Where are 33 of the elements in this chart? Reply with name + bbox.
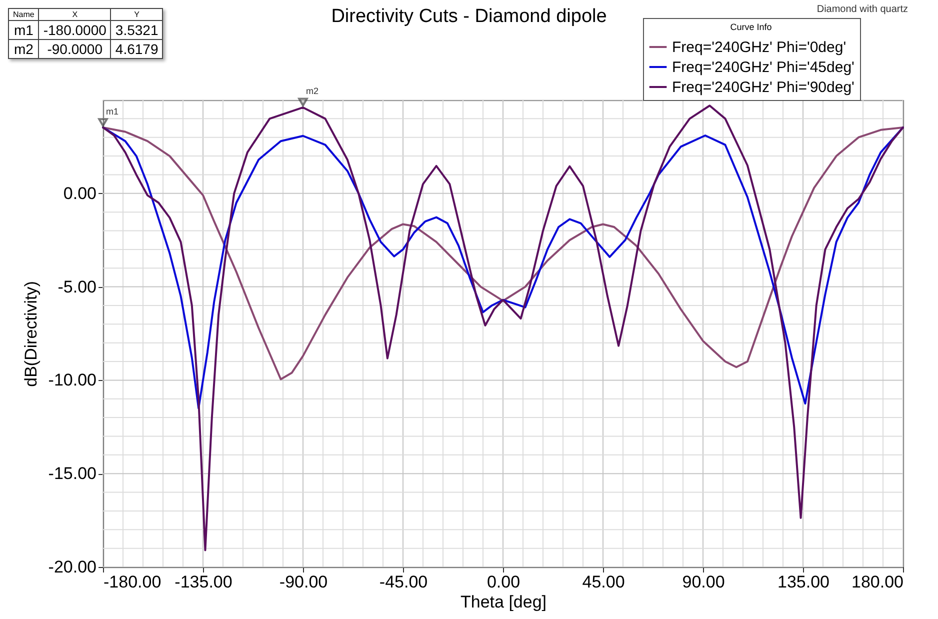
- x-tick-label: 180.00: [852, 572, 904, 592]
- text: m2: [8, 40, 39, 58]
- x-tick-label: -90.00: [279, 572, 328, 592]
- text: Y: [110, 8, 163, 20]
- y-tick-label: -15.00: [48, 464, 96, 484]
- legend-label: Freq='240GHz' Phi='90deg': [672, 79, 855, 96]
- text: -90.0000: [38, 40, 111, 58]
- y-tick-label: -10.00: [48, 370, 96, 390]
- x-tick-label: 0.00: [486, 572, 520, 592]
- text: m1: [8, 20, 39, 40]
- x-tick-label: -135.00: [174, 572, 232, 592]
- legend-title: Curve Info: [730, 22, 772, 32]
- legend-label: Freq='240GHz' Phi='0deg': [672, 39, 846, 56]
- y-axis-title: dB(Directivity): [21, 281, 40, 387]
- y-tick-label: 0.00: [63, 184, 96, 203]
- x-tick-label: -180.00: [104, 572, 162, 592]
- text: X: [38, 8, 111, 20]
- x-axis-title: Theta [deg]: [460, 592, 547, 612]
- x-tick-label: 90.00: [682, 572, 725, 592]
- text: -180.0000: [38, 20, 111, 40]
- text: 3.5321: [110, 20, 163, 40]
- annotation: m2: [306, 86, 319, 96]
- text: Diamond with quartz: [816, 4, 908, 15]
- chart-title: Directivity Cuts - Diamond dipole: [331, 6, 607, 27]
- x-tick-label: 45.00: [582, 572, 625, 592]
- text: 4.6179: [110, 40, 163, 58]
- annotation: m1: [106, 106, 119, 116]
- text: Name: [8, 8, 39, 20]
- x-tick-label: -45.00: [379, 572, 428, 592]
- x-tick-label: 135.00: [778, 572, 830, 592]
- y-tick-label: -20.00: [48, 558, 96, 576]
- legend-label: Freq='240GHz' Phi='45deg': [672, 59, 855, 76]
- y-tick-label: -5.00: [58, 277, 96, 296]
